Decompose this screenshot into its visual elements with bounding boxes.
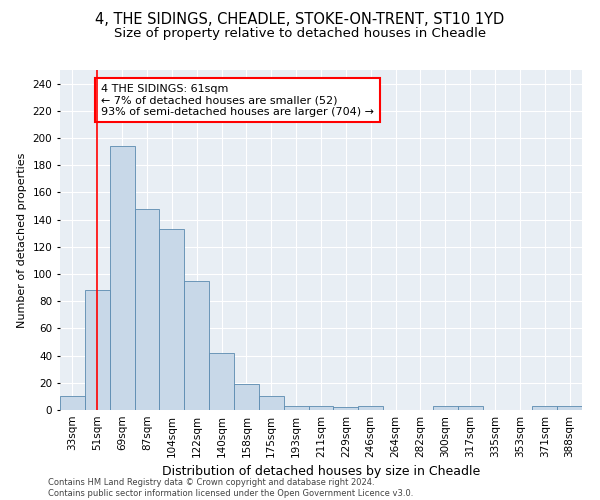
Bar — [532, 406, 557, 410]
X-axis label: Distribution of detached houses by size in Cheadle: Distribution of detached houses by size … — [162, 466, 480, 478]
Bar — [60, 396, 85, 410]
Bar — [259, 396, 284, 410]
Bar — [358, 406, 383, 410]
Bar — [134, 208, 160, 410]
Bar — [184, 281, 209, 410]
Bar — [334, 408, 358, 410]
Bar — [110, 146, 134, 410]
Bar — [308, 406, 334, 410]
Text: Contains HM Land Registry data © Crown copyright and database right 2024.
Contai: Contains HM Land Registry data © Crown c… — [48, 478, 413, 498]
Y-axis label: Number of detached properties: Number of detached properties — [17, 152, 27, 328]
Text: 4, THE SIDINGS, CHEADLE, STOKE-ON-TRENT, ST10 1YD: 4, THE SIDINGS, CHEADLE, STOKE-ON-TRENT,… — [95, 12, 505, 28]
Bar — [209, 353, 234, 410]
Text: 4 THE SIDINGS: 61sqm
← 7% of detached houses are smaller (52)
93% of semi-detach: 4 THE SIDINGS: 61sqm ← 7% of detached ho… — [101, 84, 374, 117]
Bar — [284, 406, 308, 410]
Bar — [557, 406, 582, 410]
Bar — [85, 290, 110, 410]
Bar — [458, 406, 482, 410]
Bar — [160, 229, 184, 410]
Text: Size of property relative to detached houses in Cheadle: Size of property relative to detached ho… — [114, 28, 486, 40]
Bar — [234, 384, 259, 410]
Bar — [433, 406, 458, 410]
